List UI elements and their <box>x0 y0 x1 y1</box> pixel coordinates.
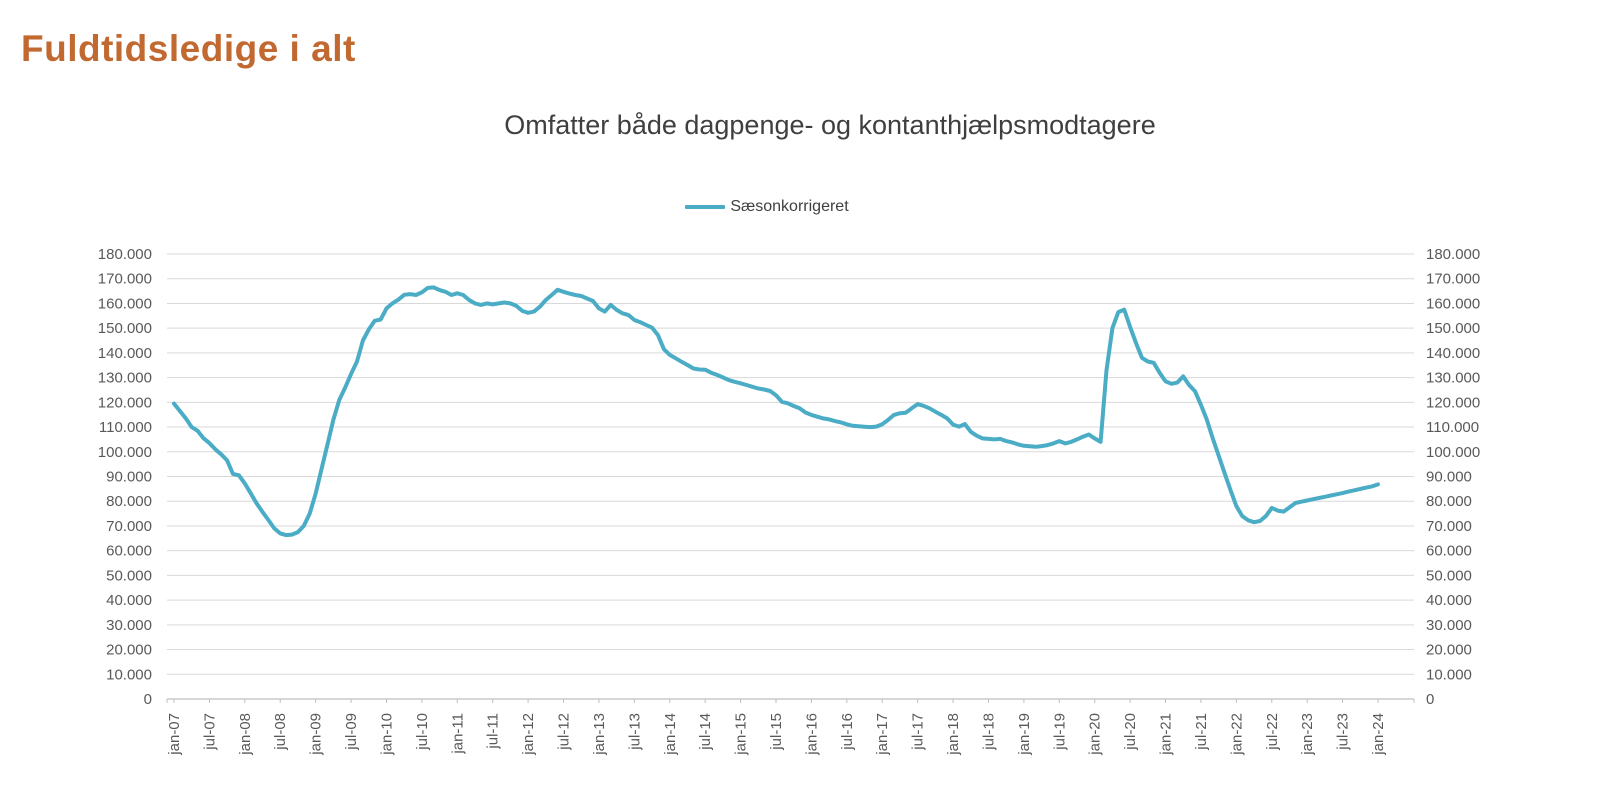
svg-text:20.000: 20.000 <box>1426 642 1472 659</box>
chart-subtitle: Omfatter både dagpenge- og kontanthjælps… <box>504 110 1156 140</box>
svg-text:180.000: 180.000 <box>98 246 152 263</box>
svg-text:70.000: 70.000 <box>1426 518 1472 535</box>
svg-text:jul-10: jul-10 <box>414 713 431 751</box>
svg-text:80.000: 80.000 <box>1426 493 1472 510</box>
legend: Sæsonkorrigeret <box>0 198 1567 216</box>
svg-text:jan-08: jan-08 <box>237 713 254 756</box>
svg-text:jan-15: jan-15 <box>733 713 750 756</box>
svg-text:jan-19: jan-19 <box>1016 713 1033 756</box>
svg-text:jan-21: jan-21 <box>1158 713 1175 756</box>
svg-text:jan-11: jan-11 <box>449 713 466 755</box>
svg-text:40.000: 40.000 <box>106 592 152 609</box>
svg-text:80.000: 80.000 <box>106 493 152 510</box>
svg-text:150.000: 150.000 <box>98 320 152 337</box>
svg-text:jul-16: jul-16 <box>839 713 856 751</box>
svg-text:60.000: 60.000 <box>1426 543 1472 560</box>
svg-text:jan-12: jan-12 <box>520 713 537 756</box>
svg-text:jul-19: jul-19 <box>1051 713 1068 751</box>
svg-text:jul-14: jul-14 <box>697 713 714 751</box>
svg-text:jan-23: jan-23 <box>1299 713 1316 756</box>
svg-text:jan-10: jan-10 <box>378 713 395 756</box>
svg-text:jan-24: jan-24 <box>1370 713 1387 756</box>
svg-text:10.000: 10.000 <box>106 666 152 683</box>
svg-text:160.000: 160.000 <box>98 295 152 312</box>
svg-text:jul-21: jul-21 <box>1193 713 1210 751</box>
svg-text:jul-15: jul-15 <box>768 713 785 751</box>
svg-text:jan-20: jan-20 <box>1087 713 1104 756</box>
svg-text:90.000: 90.000 <box>1426 469 1472 486</box>
svg-text:jan-22: jan-22 <box>1228 713 1245 756</box>
svg-text:jul-18: jul-18 <box>980 713 997 751</box>
svg-text:jul-08: jul-08 <box>272 713 289 751</box>
svg-text:70.000: 70.000 <box>106 518 152 535</box>
svg-text:jan-14: jan-14 <box>662 713 679 756</box>
svg-text:170.000: 170.000 <box>98 271 152 288</box>
svg-text:0: 0 <box>144 691 152 708</box>
svg-text:110.000: 110.000 <box>99 419 152 436</box>
svg-text:jul-20: jul-20 <box>1122 713 1139 751</box>
svg-text:120.000: 120.000 <box>1426 394 1480 411</box>
svg-text:jan-13: jan-13 <box>591 713 608 756</box>
svg-text:110.000: 110.000 <box>1426 419 1479 436</box>
svg-text:30.000: 30.000 <box>106 617 152 634</box>
svg-text:90.000: 90.000 <box>106 469 152 486</box>
svg-text:170.000: 170.000 <box>1426 271 1480 288</box>
svg-text:30.000: 30.000 <box>1426 617 1472 634</box>
svg-text:100.000: 100.000 <box>1426 444 1480 461</box>
legend-line-swatch <box>685 205 726 209</box>
svg-text:20.000: 20.000 <box>106 642 152 659</box>
page-title: Fuldtidsledige i alt <box>21 28 356 69</box>
svg-text:180.000: 180.000 <box>1426 246 1480 263</box>
svg-text:jul-13: jul-13 <box>626 713 643 751</box>
svg-text:jul-17: jul-17 <box>910 713 927 751</box>
svg-text:jan-18: jan-18 <box>945 713 962 756</box>
svg-text:jul-11: jul-11 <box>485 713 502 750</box>
svg-text:160.000: 160.000 <box>1426 295 1480 312</box>
svg-text:jul-07: jul-07 <box>201 713 218 751</box>
svg-text:40.000: 40.000 <box>1426 592 1472 609</box>
svg-text:jan-17: jan-17 <box>874 713 891 756</box>
svg-text:jan-09: jan-09 <box>308 713 325 756</box>
legend-label: Sæsonkorrigeret <box>730 198 849 215</box>
svg-text:60.000: 60.000 <box>106 543 152 560</box>
svg-text:jul-22: jul-22 <box>1264 713 1281 751</box>
svg-text:130.000: 130.000 <box>1426 370 1480 387</box>
svg-text:140.000: 140.000 <box>1426 345 1480 362</box>
svg-text:jul-12: jul-12 <box>556 713 573 751</box>
svg-text:50.000: 50.000 <box>1426 567 1472 584</box>
svg-text:130.000: 130.000 <box>98 370 152 387</box>
svg-text:140.000: 140.000 <box>98 345 152 362</box>
svg-text:10.000: 10.000 <box>1426 666 1472 683</box>
svg-text:jan-07: jan-07 <box>166 713 183 756</box>
svg-text:150.000: 150.000 <box>1426 320 1480 337</box>
svg-text:120.000: 120.000 <box>98 394 152 411</box>
svg-text:0: 0 <box>1426 691 1434 708</box>
svg-text:jul-23: jul-23 <box>1335 713 1352 751</box>
svg-text:jul-09: jul-09 <box>343 713 360 751</box>
svg-text:jan-16: jan-16 <box>803 713 820 756</box>
svg-text:100.000: 100.000 <box>98 444 152 461</box>
svg-text:50.000: 50.000 <box>106 567 152 584</box>
